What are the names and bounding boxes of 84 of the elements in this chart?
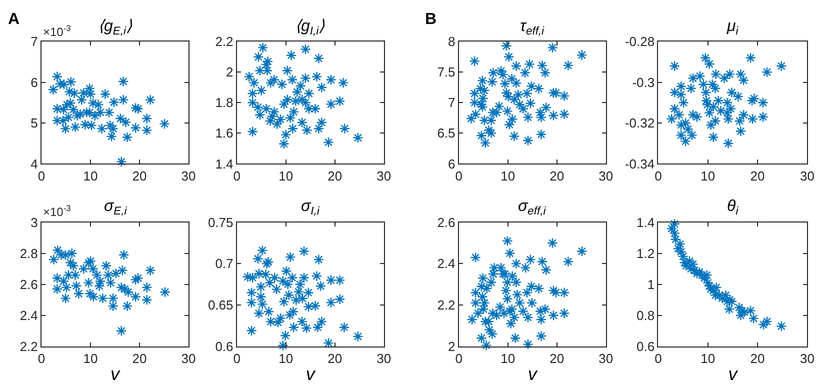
y-tick-label: 0.8 [636,308,655,323]
x-tick-label: 10 [83,350,98,366]
y-tick-label: 2.6 [20,276,38,292]
x-tick-label: 0 [38,168,46,184]
y-tick-label: 7 [448,95,456,110]
y-tick-label: 0.6 [636,338,655,354]
chart-title: σ$_{I,i}$ [301,198,320,218]
x-axis-title: v [306,364,316,384]
chart-title: σ$_{E,i}$ [104,198,128,218]
x-tick-label: 10 [278,168,294,184]
text: ×10$^{-3}$ [43,23,72,40]
y-tick-label: 1 [647,276,655,292]
text: B [425,11,437,28]
y-tick-label: 2.2 [215,34,234,50]
x-tick-label: 10 [500,168,516,184]
chart-title: ⟨g$_{I,i}$⟩ [295,18,326,38]
y-tick-label: 0.75 [208,214,234,230]
y-tick-label: -0.32 [624,116,655,131]
x-tick-label: 20 [132,168,147,184]
x-tick-label: 10 [700,350,716,366]
y-tick-label: 1.4 [215,156,234,172]
y-tick-label: 1.6 [215,126,234,141]
x-tick-label: 0 [654,350,662,366]
x-tick-label: 0 [455,350,463,366]
x-tick-label: 0 [233,350,240,366]
x-tick-label: 10 [278,350,294,366]
x-tick-label: 20 [550,168,564,184]
y-tick-label: 0.6 [215,338,234,354]
x-tick-label: 0 [233,168,240,184]
x-tick-label: 30 [800,350,814,366]
x-tick-label: 30 [800,168,814,184]
y-tick-label: 5 [30,116,38,131]
y-tick-label: 6 [30,74,38,90]
x-tick-label: 30 [181,350,196,366]
y-tick-label: 1.8 [215,95,234,110]
y-tick-label: 7 [30,34,38,50]
x-tick-label: 0 [654,168,662,184]
y-tick-label: 2 [448,338,456,354]
x-tick-label: 20 [750,168,765,184]
x-tick-label: 0 [38,350,46,366]
x-axis-title: v [528,364,538,384]
chart-title: τ$_{eff,i}$ [520,18,545,38]
y-tick-label: 6 [448,156,456,172]
x-tick-label: 10 [83,168,98,184]
x-tick-label: 30 [376,168,392,184]
y-tick-label: 2.2 [20,338,38,354]
x-tick-label: 0 [455,168,463,184]
x-tick-label: 20 [550,350,564,366]
text: ×10$^{-3}$ [43,203,72,220]
x-tick-label: 20 [750,350,765,366]
x-tick-label: 20 [328,350,342,366]
x-tick-label: 20 [132,350,147,366]
y-tick-label: 2 [226,64,234,80]
y-tick-label: 3 [30,214,38,230]
x-tick-label: 30 [598,350,614,366]
chart-title: σ$_{eff,i}$ [518,198,546,218]
y-tick-label: 1.4 [636,214,655,230]
y-tick-label: 4 [30,156,38,172]
x-tick-label: 10 [500,350,516,366]
chart-title: ⟨g$_{E,i}$⟩ [98,18,133,38]
y-tick-label: 2.6 [437,214,456,230]
y-tick-label: -0.3 [632,74,655,90]
x-tick-label: 30 [181,168,196,184]
y-tick-label: 2.4 [437,256,456,272]
y-tick-label: 8 [448,34,456,50]
y-tick-label: -0.28 [624,34,655,50]
y-tick-label: 1.2 [636,246,655,261]
chart-title: θ$_{i}$ [727,198,739,218]
text: A [8,11,20,28]
y-tick-label: 6.5 [437,126,456,141]
chart-title: μ$_{i}$ [726,18,739,38]
x-tick-label: 30 [376,350,392,366]
x-axis-title: v [728,364,738,384]
y-tick-label: -0.34 [624,156,655,172]
y-tick-label: 0.7 [215,256,234,272]
x-axis-title: v [110,364,121,384]
y-tick-label: 2.2 [437,298,456,313]
y-tick-label: 2.4 [20,308,38,323]
y-tick-label: 7.5 [437,64,456,80]
y-tick-label: 0.65 [208,298,234,313]
y-tick-label: 2.8 [20,246,38,261]
x-tick-label: 30 [598,168,614,184]
x-tick-label: 10 [700,168,716,184]
x-tick-label: 20 [328,168,342,184]
